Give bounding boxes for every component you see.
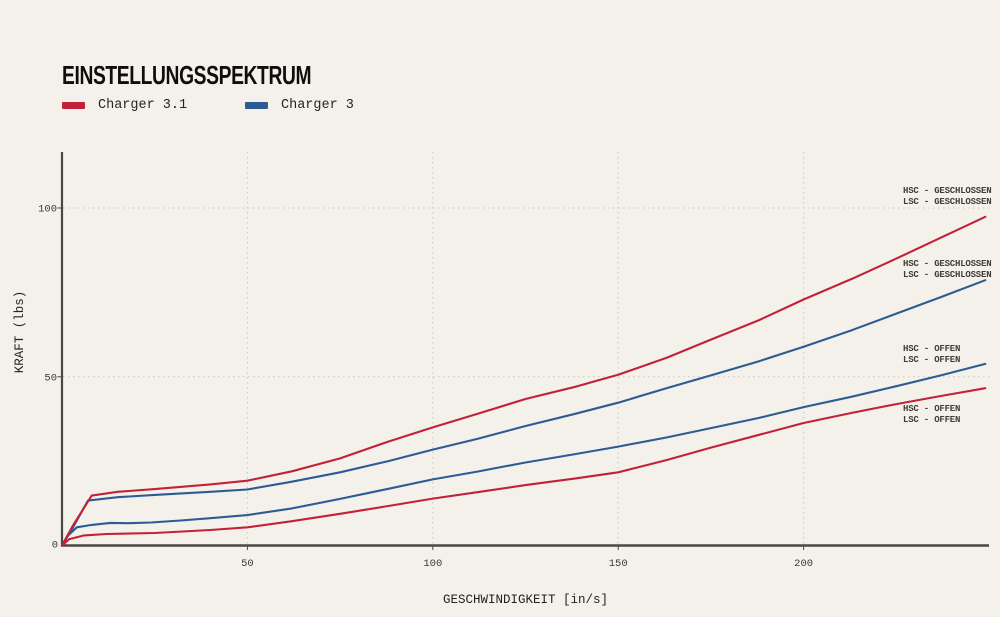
label-charger31-geschlossen: HSC - GESCHLOSSEN LSC - GESCHLOSSEN (903, 186, 992, 208)
legend-swatch-blue (245, 101, 268, 109)
legend-item-charger-3: Charger 3 (245, 97, 354, 113)
x-tick-label: 200 (794, 558, 813, 570)
y-tick-label: 50 (44, 372, 57, 384)
annotation-line: LSC - OFFEN (903, 415, 961, 425)
label-charger3-offen: HSC - OFFEN LSC - OFFEN (903, 344, 960, 366)
x-tick-label: 150 (609, 558, 628, 570)
annotation-line: LSC - OFFEN (903, 355, 961, 365)
label-charger31-offen: HSC - OFFEN LSC - OFFEN (903, 404, 960, 426)
annotation-line: HSC - GESCHLOSSEN (903, 259, 992, 269)
series-line-charger31-geschlossen (60, 215, 987, 547)
legend-swatch-red (62, 101, 85, 109)
annotation-line: HSC - OFFEN (903, 404, 961, 414)
origin-tick-label: 0 (52, 540, 58, 552)
x-tick-label: 100 (423, 558, 442, 570)
legend: Charger 3.1 Charger 3 (0, 97, 1000, 117)
annotation-line: HSC - GESCHLOSSEN (903, 186, 992, 196)
series-line-charger3-geschlossen (60, 279, 987, 547)
annotation-line: LSC - GESCHLOSSEN (903, 197, 992, 207)
x-axis-title: GESCHWINDIGKEIT [in/s] (442, 593, 609, 607)
annotation-line: HSC - OFFEN (903, 344, 961, 354)
y-axis-title: KRAFT (lbs) (13, 290, 27, 374)
chart-title: EINSTELLUNGSSPEKTRUM (62, 60, 312, 90)
y-tick-label: 100 (38, 204, 57, 216)
legend-item-charger-3-1: Charger 3.1 (62, 97, 187, 113)
legend-label: Charger 3.1 (98, 97, 188, 113)
legend-label: Charger 3 (281, 97, 354, 113)
x-tick-label: 50 (241, 558, 254, 570)
series-line-charger31-offen (60, 387, 987, 547)
label-charger3-geschlossen: HSC - GESCHLOSSEN LSC - GESCHLOSSEN (903, 259, 992, 281)
annotation-line: LSC - GESCHLOSSEN (903, 270, 992, 280)
series-line-charger3-offen (60, 362, 987, 547)
